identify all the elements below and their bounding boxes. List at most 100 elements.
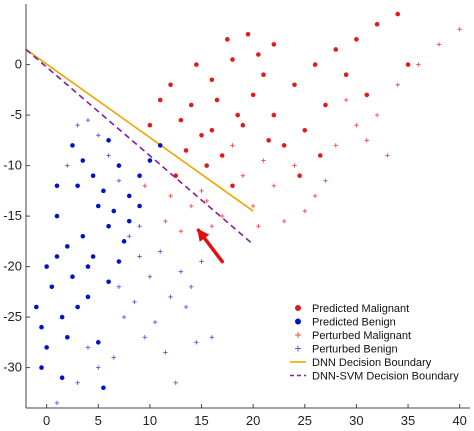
perturbed-benign-point xyxy=(116,178,122,183)
perturbed-malignant-point xyxy=(271,183,277,188)
predicted-benign-point xyxy=(90,254,96,259)
predicted-malignant-point xyxy=(214,97,220,103)
perturbed-malignant-point xyxy=(364,138,369,143)
perturbed-benign-point xyxy=(158,249,163,254)
predicted-malignant-point xyxy=(405,62,411,67)
predicted-malignant-point xyxy=(312,62,318,67)
predicted-malignant-point xyxy=(354,37,359,42)
perturbed-malignant-point xyxy=(261,158,266,163)
perturbed-malignant-point xyxy=(323,178,328,183)
predicted-benign-point xyxy=(116,163,122,168)
predicted-benign-point xyxy=(59,314,65,320)
predicted-malignant-point xyxy=(323,102,328,108)
predicted-malignant-point xyxy=(245,32,251,37)
predicted-benign-point xyxy=(80,158,86,163)
y-tick-label: -10 xyxy=(3,158,22,173)
predicted-benign-point xyxy=(80,234,86,239)
x-tick-label: 35 xyxy=(401,413,415,428)
arrow-head xyxy=(197,228,210,242)
predicted-malignant-point xyxy=(194,62,199,67)
y-tick-label: -20 xyxy=(3,259,22,274)
perturbed-malignant-point xyxy=(292,163,297,168)
perturbed-malignant-point xyxy=(374,112,380,118)
predicted-malignant-point xyxy=(302,127,308,133)
perturbed-malignant-point xyxy=(436,42,442,47)
perturbed-benign-point xyxy=(142,335,147,340)
predicted-benign-point xyxy=(116,259,122,264)
perturbed-benign-point xyxy=(209,335,215,340)
perturbed-malignant-point xyxy=(230,143,235,148)
perturbed-malignant-point xyxy=(250,203,256,209)
perturbed-benign-point xyxy=(96,365,101,370)
x-tick-label: 40 xyxy=(452,413,466,428)
predicted-malignant-point xyxy=(333,47,339,52)
legend: Predicted Malignant Predicted Benign Pertu… xyxy=(290,303,459,383)
predicted-benign-point xyxy=(95,203,101,209)
predicted-benign-point xyxy=(39,324,44,330)
predicted-malignant-point xyxy=(209,77,215,83)
perturbed-malignant-point xyxy=(302,208,307,214)
legend-label: DNN-SVM Decision Boundary xyxy=(312,371,459,383)
perturbed-benign-point xyxy=(194,340,199,345)
predicted-malignant-point xyxy=(235,112,240,118)
perturbed-malignant-point xyxy=(189,203,194,209)
dnn-boundary-line xyxy=(25,48,254,212)
legend-entry: Predicted Malignant xyxy=(295,303,409,315)
predicted-benign-point xyxy=(106,138,111,143)
perturbed-benign-point xyxy=(132,299,137,305)
perturbed-malignant-point xyxy=(333,143,338,148)
perturbed-malignant-point xyxy=(240,173,246,178)
predicted-malignant-point xyxy=(317,153,323,158)
predicted-malignant-point xyxy=(256,52,261,57)
predicted-malignant-point xyxy=(204,163,209,168)
predicted-malignant-point xyxy=(266,138,271,143)
predicted-malignant-point xyxy=(183,148,189,153)
legend-label: Predicted Benign xyxy=(312,317,396,329)
predicted-malignant-point xyxy=(230,183,235,189)
perturbed-benign-point xyxy=(54,400,60,406)
perturbed-benign-point xyxy=(106,153,111,158)
y-tick-label: -30 xyxy=(3,360,22,375)
perturbed-benign-point xyxy=(75,123,80,128)
predicted-malignant-point xyxy=(225,37,230,42)
perturbed-malignant-point xyxy=(312,193,318,199)
x-tick-label: 0 xyxy=(43,413,50,428)
legend-entry: DNN-SVM Decision Boundary xyxy=(290,371,459,383)
predicted-malignant-point xyxy=(178,117,184,123)
perturbed-malignant-point xyxy=(219,213,225,219)
predicted-benign-point xyxy=(59,375,65,381)
predicted-benign-point xyxy=(147,158,153,163)
predicted-benign-point xyxy=(65,335,70,340)
legend-entry: Predicted Benign xyxy=(295,317,396,329)
predicted-benign-point xyxy=(101,385,106,391)
perturbed-malignant-point xyxy=(199,188,204,194)
predicted-malignant-point xyxy=(343,72,349,77)
x-tick-label: 5 xyxy=(95,413,102,428)
perturbed-benign-point xyxy=(111,355,116,360)
predicted-benign-point xyxy=(75,304,80,310)
axes: 0 5 10 15 20 25 30 35 40 0 -5 -10 -15 -20 -25 -30 xyxy=(3,4,470,428)
perturbed-benign-point xyxy=(147,274,153,279)
legend-entry: Perturbed Benign xyxy=(295,344,398,356)
dnn-svm-boundary-line xyxy=(25,48,254,245)
predicted-malignant-point xyxy=(297,173,302,178)
x-tick-label: 10 xyxy=(143,413,157,428)
red-arrow xyxy=(196,228,224,264)
perturbed-benign-point xyxy=(75,380,80,385)
predicted-benign-point xyxy=(106,279,111,285)
predicted-malignant-point xyxy=(281,143,287,148)
predicted-benign-point xyxy=(95,340,101,345)
predicted-malignant-point xyxy=(240,122,246,128)
predicted-benign-point xyxy=(65,244,70,249)
y-tick-label: -25 xyxy=(3,309,22,324)
predicted-benign-point xyxy=(70,143,75,148)
perturbed-benign-point xyxy=(199,259,204,264)
predicted-benign-point xyxy=(137,173,142,178)
perturbed-benign-point xyxy=(65,163,70,168)
perturbed-malignant-point xyxy=(209,224,215,229)
legend-marker xyxy=(295,318,301,325)
predicted-benign-point xyxy=(121,239,127,244)
perturbed-benign-point xyxy=(163,350,168,355)
legend-label: Predicted Malignant xyxy=(312,303,409,315)
